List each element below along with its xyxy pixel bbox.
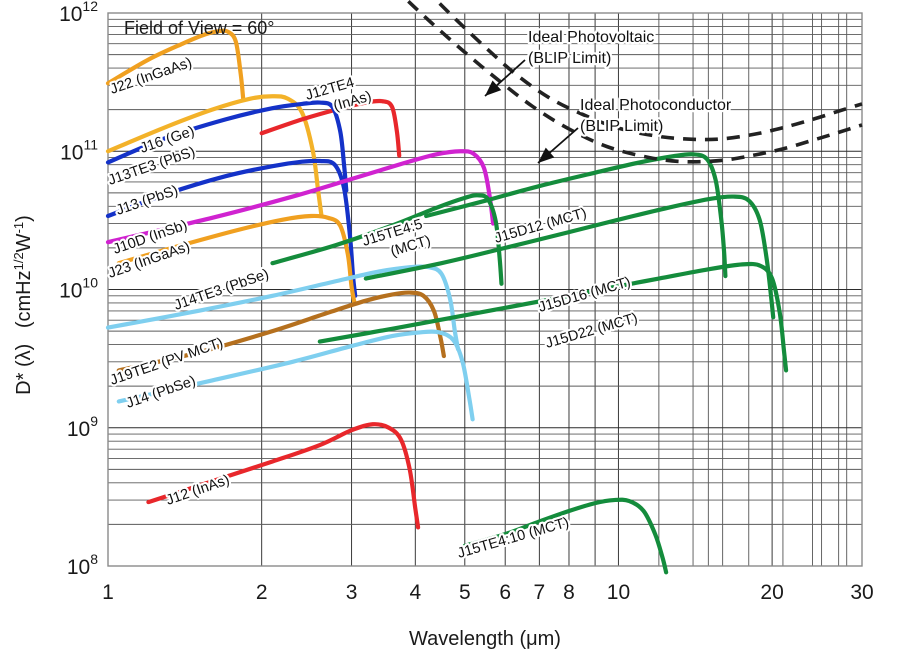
- ideal-photovoltaic-arrow-head: [485, 80, 502, 96]
- plot-frame: [107, 12, 863, 567]
- x-tick-label-0: 1: [102, 581, 114, 604]
- y-tick-label-2: 1010: [59, 275, 98, 303]
- series-line-3: [105, 100, 349, 193]
- y-axis-ticks: 108 109 1010 1011 1012: [59, 0, 98, 579]
- series-line-10: [116, 329, 475, 422]
- series-line-1: [105, 94, 324, 219]
- x-tick-label-6: 7: [534, 581, 546, 604]
- y-axis-units-sup2: -1: [11, 222, 26, 234]
- y-axis-units-mid: W: [13, 233, 35, 252]
- svg-text:D* (λ) (cmHz1/2W-1): D* (λ) (cmHz1/2W-1): [11, 215, 35, 395]
- x-axis-ticks: 1 2 3 4 5 6 7 8 10 20 30: [102, 581, 874, 604]
- series-line-14: [146, 422, 421, 530]
- x-axis-label: Wavelength (μm): [409, 628, 561, 650]
- series-line-8: [105, 264, 461, 352]
- blip-curve-1: [404, 0, 863, 164]
- plot-border: [107, 12, 863, 567]
- ideal-photovoltaic-line2: (BLIP Limit): [528, 50, 611, 67]
- y-axis-units-open: (cmHz: [13, 270, 35, 328]
- series-line-5: [105, 149, 496, 245]
- blip-curve-0: [433, 0, 863, 142]
- series-curves: [105, 28, 789, 575]
- series-line-12: [363, 194, 776, 320]
- blip-limit-curves: [404, 0, 863, 164]
- ideal-photoconductor-arrow-head: [538, 147, 555, 163]
- y-axis-label: D* (λ) (cmHz1/2W-1): [11, 215, 35, 395]
- x-tick-label-1: 2: [256, 581, 268, 604]
- ideal-photoconductor-line1: Ideal Photoconductor: [580, 97, 732, 114]
- series-line-4: [105, 158, 358, 298]
- ideal-photoconductor-line2: (BLIP Limit): [580, 118, 663, 135]
- x-tick-label-9: 20: [760, 581, 783, 604]
- ideal-photoconductor-line1: Ideal Photoconductor: [580, 97, 732, 114]
- x-tick-label-3: 4: [409, 581, 421, 604]
- ideal-photoconductor-line2: (BLIP Limit): [580, 118, 663, 135]
- series-line-11: [424, 152, 728, 279]
- y-tick-label-3: 1011: [60, 136, 98, 164]
- y-axis-label-main: D* (λ): [13, 344, 35, 395]
- x-tick-label-2: 3: [346, 581, 358, 604]
- x-tick-label-5: 6: [499, 581, 511, 604]
- field-of-view-annotation: Field of View = 60°: [124, 18, 274, 38]
- series-line-13: [317, 261, 789, 373]
- gridlines: [108, 13, 862, 566]
- ideal-photovoltaic-line2: (BLIP Limit): [528, 50, 611, 67]
- x-tick-label-10: 30: [850, 581, 873, 604]
- series-line-2: [259, 98, 402, 158]
- ideal-photovoltaic-line1: Ideal Photovoltaic: [528, 29, 654, 46]
- series-line-15: [462, 497, 669, 575]
- series-line-6: [116, 213, 357, 305]
- x-tick-label-8: 10: [607, 581, 630, 604]
- y-tick-label-0: 108: [67, 551, 98, 579]
- x-tick-label-4: 5: [459, 581, 471, 604]
- x-tick-label-7: 8: [563, 581, 575, 604]
- series-line-0: [105, 28, 246, 101]
- y-axis-units-close: ): [13, 215, 35, 222]
- y-tick-label-4: 1012: [59, 0, 98, 26]
- y-tick-label-1: 109: [67, 413, 98, 441]
- y-axis-units-sup1: 1/2: [11, 252, 26, 270]
- series-line-9: [116, 290, 446, 373]
- ideal-photovoltaic-line1: Ideal Photovoltaic: [528, 29, 654, 46]
- series-line-7: [270, 193, 504, 286]
